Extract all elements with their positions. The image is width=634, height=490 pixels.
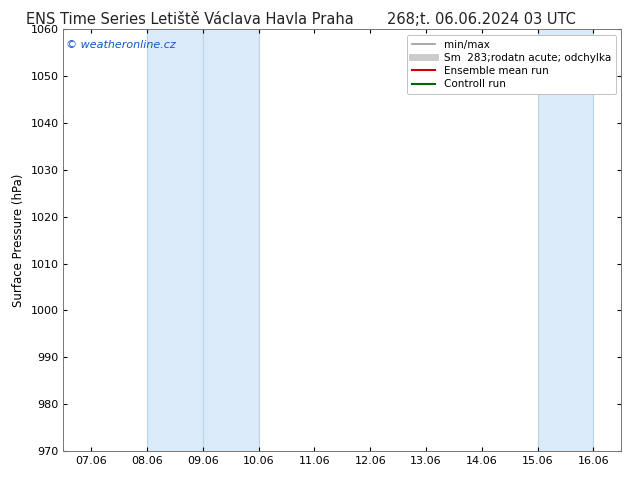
Text: © weatheronline.cz: © weatheronline.cz (66, 40, 176, 50)
Bar (147, 29, 259, 451)
Text: 268;t. 06.06.2024 03 UTC: 268;t. 06.06.2024 03 UTC (387, 12, 576, 27)
Text: ENS Time Series Letiště Václava Havla Praha: ENS Time Series Letiště Václava Havla Pr… (27, 12, 354, 27)
Y-axis label: Surface Pressure (hPa): Surface Pressure (hPa) (12, 173, 25, 307)
Legend: min/max, Sm  283;rodatn acute; odchylka, Ensemble mean run, Controll run: min/max, Sm 283;rodatn acute; odchylka, … (407, 35, 616, 95)
Bar (538, 29, 593, 451)
